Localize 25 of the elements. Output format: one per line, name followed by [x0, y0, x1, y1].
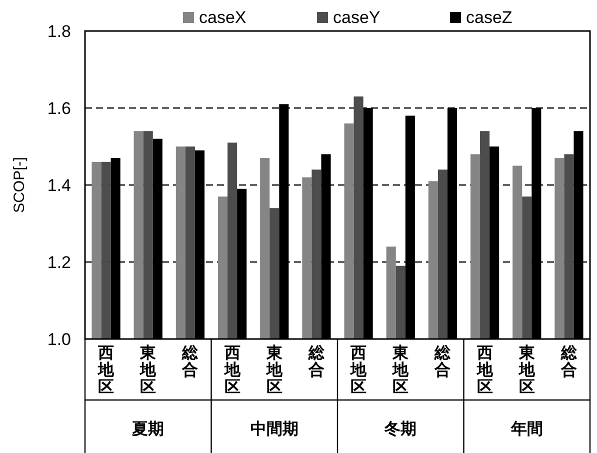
legend-label: caseZ: [466, 8, 512, 27]
x-tick-label: 総合: [181, 344, 200, 379]
y-tick-label: 1.2: [47, 253, 71, 272]
y-axis-title: SCOP[-]: [11, 157, 28, 213]
y-tick-label: 1.0: [47, 330, 71, 349]
x-tick-label: 西地区: [476, 345, 494, 396]
x-tick-label: 総合: [434, 344, 452, 379]
text: 冬期: [384, 420, 417, 438]
legend-label: caseX: [199, 8, 246, 27]
x-tick-label: 西地区: [223, 345, 242, 396]
x-tick-label: 東地区: [139, 344, 158, 396]
x-tick-label: 東地区: [518, 344, 536, 396]
x-tick-label: 西地区: [350, 345, 368, 396]
text: 年間: [510, 420, 543, 438]
x-tick-label: 東地区: [265, 344, 284, 396]
text: 夏期: [131, 420, 164, 438]
x-tick-label: 総合: [560, 344, 578, 379]
x-tick-label: 東地区: [392, 344, 410, 396]
x-tick-label: 総合: [307, 344, 326, 379]
legend-label: caseY: [333, 8, 380, 27]
y-tick-label: 1.6: [47, 99, 71, 118]
y-tick-label: 1.4: [47, 176, 71, 195]
y-tick-label: 1.8: [47, 22, 71, 41]
x-tick-label: 西地区: [97, 345, 116, 396]
text: 中間期: [250, 420, 298, 438]
